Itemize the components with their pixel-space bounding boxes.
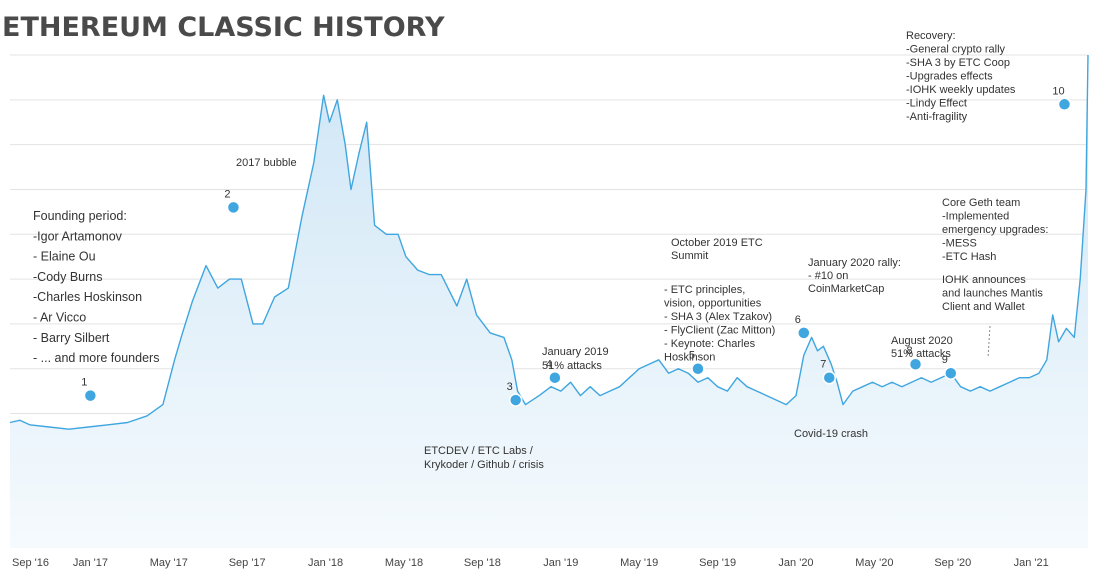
price-area (10, 55, 1088, 548)
summit-items-text: - ETC principles, (664, 284, 745, 296)
area-layer (9, 54, 1089, 548)
jan-2020-rally-text: - #10 on (808, 270, 848, 282)
recovery-text: -Anti-fragility (906, 111, 968, 123)
recovery-text: -General crypto rally (906, 44, 1006, 56)
x-tick-label: Jan '19 (543, 557, 578, 569)
x-tick-label: Jan '17 (73, 557, 108, 569)
event-dot (548, 370, 562, 385)
founding-period-text: - ... and more founders (33, 351, 159, 365)
event-dot (908, 357, 923, 371)
aug-2020-attacks-text: August 2020 (891, 335, 953, 347)
iohk-pointer-line (987, 325, 991, 359)
summit-items-text: Hoskinson (664, 352, 715, 364)
core-geth-text: -MESS (942, 238, 977, 250)
jan-2020-rally-text: January 2020 rally: (808, 257, 901, 269)
event-number: 5 (689, 350, 695, 362)
event-number: 4 (546, 359, 552, 371)
x-tick-label: May '17 (150, 557, 188, 569)
jan-2019-attacks-text: January 2019 (542, 346, 609, 358)
founding-period-text: - Elaine Ou (33, 250, 96, 264)
etcdev-crisis-text: Krykoder / Github / crisis (424, 459, 544, 471)
iohk-mantis-text: and launches Mantis (942, 288, 1043, 300)
iohk-mantis-text: Client and Wallet (942, 301, 1025, 313)
event-dot (797, 326, 811, 340)
summit-items-text: - Keynote: Charles (664, 338, 756, 350)
x-tick-label: Sep '19 (699, 557, 736, 569)
event-number: 9 (942, 354, 948, 366)
core-geth-text: emergency upgrades: (942, 224, 1048, 236)
x-tick-label: Jan '21 (1014, 557, 1049, 569)
event-dot (944, 366, 958, 380)
bubble-2017-text: 2017 bubble (236, 157, 297, 169)
core-geth-text: Core Geth team (942, 197, 1020, 209)
event-number: 3 (507, 381, 513, 393)
chart-title: ETHEREUM CLASSIC HISTORY (2, 12, 445, 43)
etcdev-crisis-text: ETCDEV / ETC Labs / (424, 445, 534, 457)
jan-2020-rally-text: CoinMarketCap (808, 283, 884, 295)
x-tick-label: May '18 (385, 557, 423, 569)
recovery-text: Recovery: (906, 30, 956, 42)
annotations: Founding period: -Igor Artamonov - Elaine … (33, 30, 1048, 471)
event-dot (1057, 97, 1072, 112)
summit-items-text: - SHA 3 (Alex Tzakov) (664, 311, 772, 323)
founding-period-text: -Cody Burns (33, 270, 102, 284)
founding-period-text: -Charles Hoskinson (33, 290, 142, 304)
event-dot (691, 361, 705, 376)
founding-period-text: - Ar Vicco (33, 311, 86, 325)
recovery-text: -Upgrades effects (906, 71, 993, 83)
x-tick-label: Sep '16 (12, 557, 49, 569)
event-dot (83, 388, 98, 403)
summit-title-text: Summit (671, 250, 708, 262)
core-geth-text: -ETC Hash (942, 251, 996, 263)
founding-period-text: - Barry Silbert (33, 331, 110, 345)
recovery-text: -SHA 3 by ETC Coop (906, 57, 1010, 69)
recovery-text: -Lindy Effect (906, 98, 967, 110)
x-tick-label: Jan '20 (778, 557, 813, 569)
event-markers: 1 2 3 4 5 6 7 8 9 10 (81, 85, 1072, 407)
event-number: 10 (1052, 85, 1064, 97)
event-number: 2 (224, 188, 230, 200)
event-dot (226, 200, 241, 215)
event-number: 8 (906, 345, 912, 357)
recovery-text: -IOHK weekly updates (906, 84, 1016, 96)
jan-2019-attacks-text: 51% attacks (542, 360, 602, 372)
summit-items-text: vision, opportunities (664, 298, 762, 310)
summit-title-text: October 2019 ETC (671, 237, 763, 249)
x-tick-label: Sep '20 (934, 557, 971, 569)
x-tick-label: Sep '18 (464, 557, 501, 569)
aug-2020-attacks-text: 51% attacks (891, 348, 951, 360)
event-dot (508, 393, 523, 407)
summit-items-text: - FlyClient (Zac Mitton) (664, 325, 775, 337)
event-number: 6 (795, 314, 801, 326)
x-tick-label: May '19 (620, 557, 658, 569)
founding-period-text: Founding period: (33, 209, 127, 223)
iohk-mantis-text: IOHK announces (942, 274, 1026, 286)
event-number: 7 (820, 359, 826, 371)
core-geth-text: -Implemented (942, 211, 1009, 223)
price-line (9, 54, 1089, 430)
x-tick-label: Jan '18 (308, 557, 343, 569)
x-axis-ticks: Sep '16 Jan '17 May '17 Sep '17 Jan '18 May '… (12, 557, 1049, 569)
covid-crash-text: Covid-19 crash (794, 428, 868, 440)
event-dot (822, 370, 837, 385)
x-tick-label: May '20 (855, 557, 893, 569)
founding-period-text: -Igor Artamonov (33, 229, 123, 243)
event-number: 1 (81, 377, 87, 389)
x-tick-label: Sep '17 (229, 557, 266, 569)
